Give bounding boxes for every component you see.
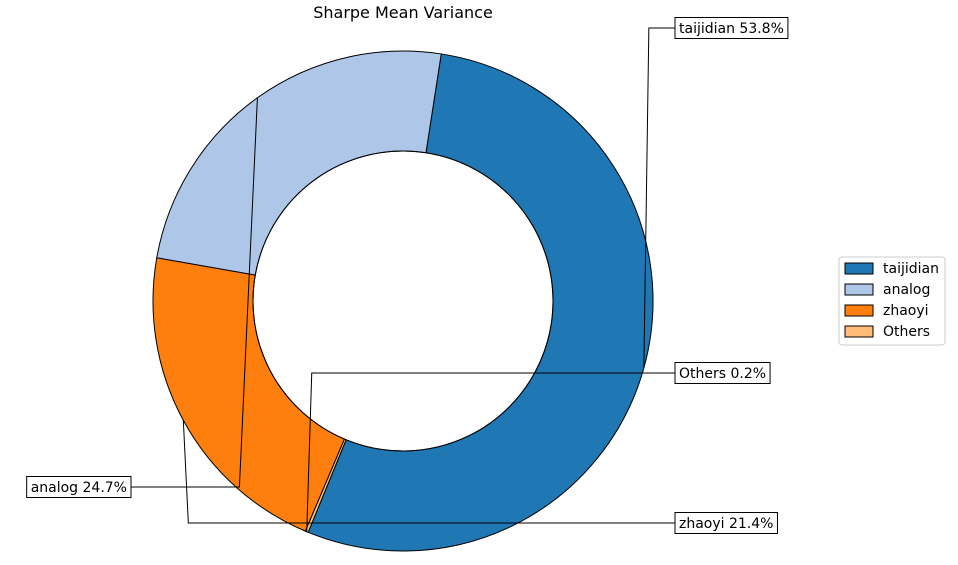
legend-swatch-others (844, 325, 874, 338)
legend-frame (838, 256, 946, 346)
slice-labels: taijidian 53.8% Others 0.2% zhaoyi 21.4% an… (26, 17, 789, 534)
legend-swatch-taijidian (844, 262, 874, 275)
legend: taijidian analog zhaoyi Others (838, 256, 946, 346)
legend-swatch-analog (844, 283, 874, 296)
legend-label-analog: analog (883, 282, 930, 298)
slice-label-text-analog: analog 24.7% (31, 480, 127, 496)
leader-line-taijidian (643, 27, 675, 368)
donut-hole-outline (252, 150, 554, 452)
slice-label-others: Others 0.2% (674, 362, 771, 384)
slice-label-box-taijidian (674, 17, 789, 39)
legend-label-zhaoyi: zhaoyi (883, 303, 929, 319)
slice-label-taijidian: taijidian 53.8% (674, 17, 789, 39)
chart-title: Sharpe Mean Variance (313, 3, 493, 22)
slice-label-box-others (674, 362, 771, 384)
legend-label-taijidian: taijidian (883, 261, 939, 277)
slice-analog (156, 50, 442, 276)
slice-label-zhaoyi: zhaoyi 21.4% (674, 512, 778, 534)
leader-line-others (306, 372, 675, 532)
label-leader-lines (131, 27, 675, 532)
slice-label-box-analog (26, 476, 132, 498)
legend-swatch-zhaoyi (844, 304, 874, 317)
slice-label-text-zhaoyi: zhaoyi 21.4% (679, 516, 773, 532)
slice-zhaoyi (152, 257, 346, 532)
slice-label-box-zhaoyi (674, 512, 778, 534)
slice-label-text-others: Others 0.2% (679, 366, 766, 382)
leader-line-analog (131, 97, 258, 488)
legend-label-others: Others (883, 324, 930, 340)
slice-label-text-taijidian: taijidian 53.8% (679, 21, 784, 37)
slice-label-analog: analog 24.7% (26, 476, 132, 498)
leader-line-zhaoyi (182, 420, 675, 524)
donut-slices (152, 50, 654, 552)
